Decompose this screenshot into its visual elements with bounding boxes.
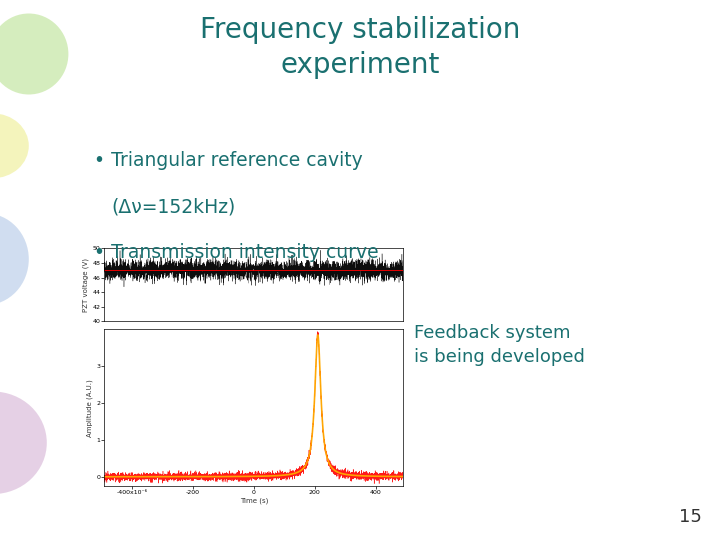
Ellipse shape bbox=[0, 213, 29, 305]
Y-axis label: PZT voltage (V): PZT voltage (V) bbox=[83, 258, 89, 312]
Text: • Transmission intensity curve: • Transmission intensity curve bbox=[94, 243, 378, 262]
X-axis label: Time (s): Time (s) bbox=[240, 498, 268, 504]
Text: Feedback system
is being developed: Feedback system is being developed bbox=[414, 324, 585, 366]
Ellipse shape bbox=[0, 113, 29, 178]
Text: 15: 15 bbox=[679, 509, 702, 526]
Y-axis label: Amplitude (A.U.): Amplitude (A.U.) bbox=[87, 379, 94, 436]
Text: (Δν=152kHz): (Δν=152kHz) bbox=[112, 197, 236, 216]
Text: • Triangular reference cavity: • Triangular reference cavity bbox=[94, 151, 362, 170]
Ellipse shape bbox=[0, 14, 68, 94]
Text: Frequency stabilization
experiment: Frequency stabilization experiment bbox=[200, 16, 520, 79]
Ellipse shape bbox=[0, 392, 47, 494]
